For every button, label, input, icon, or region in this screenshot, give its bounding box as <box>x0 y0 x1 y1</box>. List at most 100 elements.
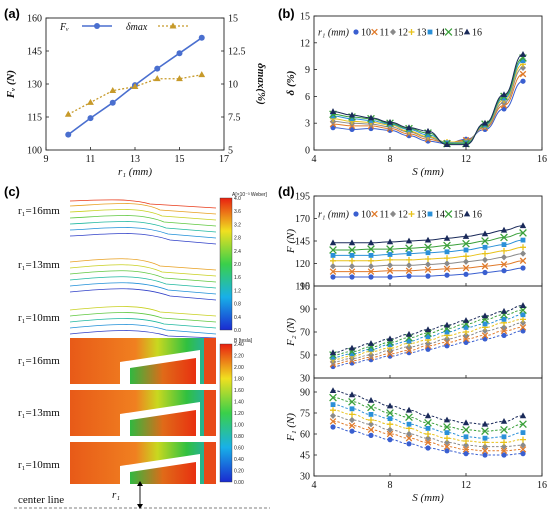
chart-d3-series-11-point-2 <box>367 426 375 434</box>
chart-b-xtick-label-1: 8 <box>388 154 393 165</box>
field-map-r13 <box>70 390 216 436</box>
chart-a-xtick-label-1: 11 <box>86 154 96 165</box>
chart-d3-series-11-point-9 <box>500 447 508 455</box>
chart-d1-ytick-label-0: 95 <box>300 282 310 293</box>
chart-d2-series-14-point-0 <box>330 354 336 360</box>
chart-d3-series-12-point-4 <box>406 430 412 438</box>
chart-a-ytick-label-0: 100 <box>27 146 42 157</box>
panel-label-a: (a) <box>4 6 20 21</box>
chart-b-legend-label-12: 12 <box>398 28 408 39</box>
chart-d2-series-12-point-9 <box>501 324 507 331</box>
chart-b-ytick-label-4: 12 <box>300 38 310 49</box>
chart-d1-series-11-point-4 <box>405 267 413 274</box>
chart-d3-series-16-point-1 <box>348 391 356 398</box>
chart-d2-series-14-point-7 <box>463 325 469 330</box>
chart-d3-series-14-point-1 <box>349 406 355 412</box>
chart-d2-series-16-point-10 <box>519 302 527 308</box>
chart-d3: 30 45 60 75 90 4 8 12 16 F₁ (N) S (mm) <box>285 377 547 504</box>
chart-d1-series-11-point-2 <box>367 268 375 275</box>
chart-d1-series-15-point-5 <box>424 243 432 252</box>
chart-d2-series-16-point-9 <box>500 307 508 314</box>
chart-d1-series-15-point-7 <box>462 239 470 248</box>
chart-a-ytick-label-1: 115 <box>27 113 42 124</box>
colorbar-b-tick-4: 1.60 <box>234 388 244 394</box>
chart-a-series-fv-point-6 <box>198 34 205 41</box>
chart-d3-ylabel: F₁ (N) <box>285 413 297 442</box>
chart-d3-series-16-point-0 <box>329 387 337 393</box>
chart-d1-legend-marker-13 <box>408 211 415 217</box>
chart-d1-series-12-point-10 <box>520 250 526 257</box>
chart-a-legend-fv-label: Fᵥ <box>59 22 69 33</box>
chart-d1-series-12-point-6 <box>444 260 450 267</box>
r1-arrow-head <box>137 481 143 486</box>
colorbar-b-ticks: 2.40 2.20 2.00 1.80 1.60 1.40 1.20 1.00 0.80 0.60… <box>234 342 244 486</box>
chart-d2-series-12-point-5 <box>425 340 431 347</box>
colorbar-b-title: B [tesla] <box>234 338 253 344</box>
chart-d1-series-15-point-3 <box>386 245 394 253</box>
chart-d3-series-14-point-9 <box>501 434 507 440</box>
chart-d1-legend-label-12: 12 <box>398 210 408 221</box>
chart-b-legend-label-13: 13 <box>417 28 427 39</box>
chart-b-legend-title: r₁ (mm) <box>318 28 350 39</box>
chart-d1-series-16-point-4 <box>405 237 413 244</box>
chart-d3-series-14-line <box>332 404 524 439</box>
chart-a-series-fv-point-2 <box>109 99 116 106</box>
chart-d3-series-16-point-9 <box>500 418 508 424</box>
flux-plot-r10 <box>69 305 217 340</box>
chart-d3-series-10-point-8 <box>482 452 488 458</box>
chart-d1-series-15-point-8 <box>481 237 489 245</box>
chart-d3-series-15-point-6 <box>443 423 451 431</box>
chart-b-series-11-point-10 <box>519 70 527 78</box>
chart-a-ylabel-right: δmax(%) <box>255 63 267 105</box>
chart-d3-series-10-point-10 <box>520 451 526 457</box>
chart-d1-series-12-point-7 <box>463 258 469 265</box>
chart-d2-series-11-point-6 <box>443 339 451 346</box>
chart-b-xtick-label-0: 4 <box>312 154 317 165</box>
chart-d3-series-14-point-10 <box>520 430 526 435</box>
chart-d3-series-16-point-3 <box>386 402 394 409</box>
chart-b-legend-marker-15 <box>444 28 453 36</box>
chart-b-series-16-point-4 <box>405 124 413 131</box>
chart-d2-ylabel: F₂ (N) <box>285 318 297 347</box>
chart-a-ytick-r-label-0: 5 <box>228 146 233 157</box>
colorbar-a-tick-4: 2.4 <box>234 249 241 255</box>
chart-a-ytick-r-label-1: 7.5 <box>228 113 241 124</box>
chart-d1-series-16-point-0 <box>329 239 337 246</box>
chart-b-series-14-point-9 <box>501 95 507 101</box>
chart-d1-series-12-point-2 <box>368 263 374 270</box>
chart-d1-series-11-point-5 <box>424 266 432 274</box>
flux-plot-r16 <box>69 196 217 248</box>
chart-b-ytick-label-3: 9 <box>305 65 310 76</box>
chart-d3-series-13-point-0 <box>330 407 336 414</box>
chart-d1-series-10-point-8 <box>482 269 488 276</box>
chart-b-legend-marker-10 <box>353 29 359 35</box>
chart-b-series-12-point-10 <box>520 64 526 72</box>
chart-d1-series-14-point-5 <box>425 250 431 256</box>
colorbar-a-tick-9: 0.4 <box>234 315 241 321</box>
chart-b-series-16-point-5 <box>424 127 432 134</box>
chart-d2-series-14-point-10 <box>520 312 526 318</box>
chart-d1-series-14-point-8 <box>482 244 488 250</box>
chart-d3-series-15-point-5 <box>424 418 432 427</box>
chart-d3-series-12-point-0 <box>330 412 336 419</box>
chart-d2-series-11-point-8 <box>481 332 489 339</box>
chart-b-series-16-point-2 <box>367 114 375 121</box>
chart-d3-series-10-point-5 <box>425 445 431 451</box>
chart-d1-series-11-point-10 <box>519 257 527 265</box>
chart-d2-series-15-line <box>332 309 524 356</box>
chart-a-ytick-label-2: 130 <box>27 80 42 91</box>
colorbar-a-tick-8: 0.8 <box>234 302 241 308</box>
chart-d1: 95 120 145 170 195 F (N) r₁ (mm) 10 11 12 13 14 15 16 <box>285 192 543 293</box>
chart-b-legend-marker-13 <box>408 29 415 35</box>
chart-b-ytick-label-0: 0 <box>305 146 310 157</box>
chart-d1-series-14-point-10 <box>520 237 526 243</box>
chart-d1-series-13-point-0 <box>330 257 336 264</box>
chart-b-xtick-label-3: 16 <box>537 154 547 165</box>
chart-d3-series-13-point-10 <box>520 436 526 443</box>
colorbar-b-tick-3: 1.80 <box>234 377 244 383</box>
simulation-panel: r₁=16mm r₁=13mm r₁=10mm r₁=16mm r₁=13mm … <box>14 192 270 509</box>
colorbar-b-tick-7: 1.00 <box>234 423 244 429</box>
chart-d1-series-11-point-6 <box>443 265 451 273</box>
chart-d1-ytick-label-4: 195 <box>295 192 310 203</box>
chart-b-ylabel: δ (%) <box>285 71 297 96</box>
